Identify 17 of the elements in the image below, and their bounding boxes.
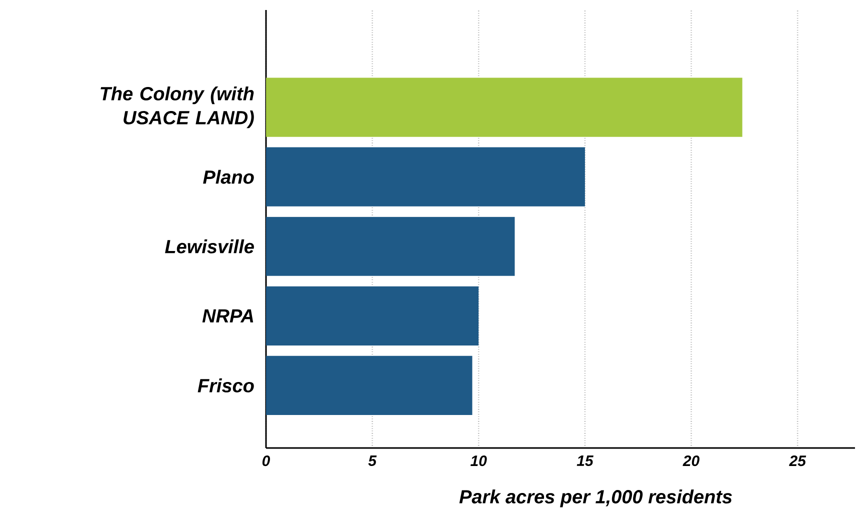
x-tick-label: 20 xyxy=(682,456,700,466)
bar xyxy=(266,216,515,276)
x-tick-label: 0 xyxy=(262,456,270,466)
bar xyxy=(266,78,742,137)
x-axis-title: Park acres per 1,000 residents xyxy=(459,490,732,508)
y-tick-label: Frisco xyxy=(198,378,254,392)
y-tick-label: NRPA xyxy=(202,309,254,322)
bar xyxy=(266,147,585,206)
y-tick-label: Lewisville xyxy=(165,239,254,254)
y-tick-label: Plano xyxy=(203,170,254,184)
bar xyxy=(266,286,479,346)
y-tick-label: The Colony (with USACE LAND) xyxy=(100,86,254,128)
x-tick-label: 15 xyxy=(576,456,594,466)
x-tick-label: 25 xyxy=(789,456,806,466)
x-tick-label: 10 xyxy=(470,456,487,466)
x-tick-label: 5 xyxy=(368,456,377,466)
bar xyxy=(266,356,472,415)
